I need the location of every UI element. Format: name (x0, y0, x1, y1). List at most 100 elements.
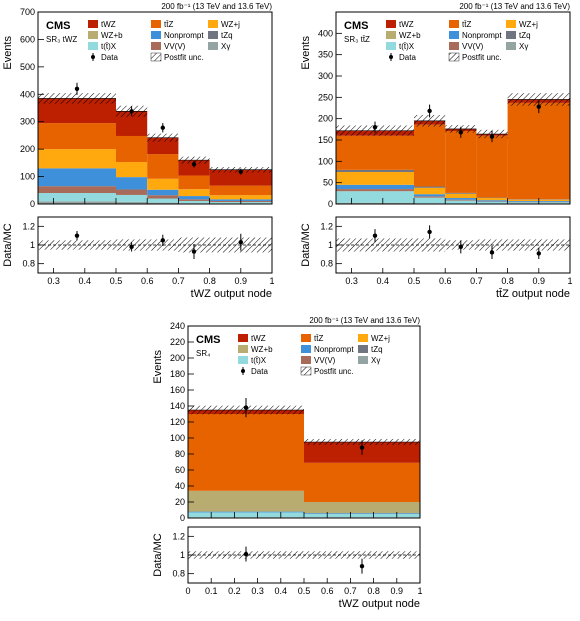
legend-label-6: t(t̄)X (399, 42, 415, 51)
legend-label-6: t(t̄)X (101, 42, 117, 51)
bar-tzq-bin1 (336, 169, 414, 172)
xtick-label-6: 0.9 (235, 276, 248, 286)
bar-ttx-bin3 (147, 198, 179, 203)
ytick-label-5: 250 (318, 92, 333, 102)
bar-ttx-bin2 (116, 194, 148, 202)
legend-label-2: WZ+j (519, 20, 538, 29)
bar-ttx-bin1 (38, 193, 116, 202)
ratio-unc-bin1 (38, 240, 116, 250)
legend-swatch-4 (301, 345, 311, 353)
legend-label-3: WZ+b (399, 31, 421, 40)
bar-ttz-bin3 (147, 154, 179, 179)
bar-ttx-bin2 (414, 197, 446, 204)
bar-twz-bin4 (178, 160, 210, 176)
xtick-label-7: 1 (567, 276, 572, 286)
xtick-label-4: 0.4 (275, 586, 288, 596)
legend-swatch-4 (449, 31, 459, 39)
data-point-1 (74, 86, 80, 92)
main-frame (37, 11, 273, 205)
xtick-label-4: 0.7 (172, 276, 185, 286)
bar-nonprompt-bin2 (414, 194, 446, 197)
legend-swatch-unc (300, 366, 312, 376)
bar-ttx-bin1 (336, 191, 414, 203)
legend-label-9: Data (399, 53, 416, 62)
ratio-point-3 (458, 244, 463, 250)
legend-swatch-8 (358, 356, 368, 364)
legend-label-4: Nonprompt (314, 345, 354, 354)
legend-label-5: tZq (519, 31, 531, 40)
legend-label-0: tWZ (101, 20, 116, 29)
ratio-ytick-label-1: 1 (180, 550, 185, 560)
y-axis-label: Events (152, 350, 164, 384)
ratio-point-2 (129, 244, 134, 250)
xtick-label-0: 0.3 (47, 276, 60, 286)
bar-nonprompt-bin3 (147, 189, 179, 196)
bar-vvv-bin1 (38, 186, 116, 194)
experiment-label: CMS (196, 334, 220, 346)
data-point-3 (160, 125, 165, 130)
bar-x-bin3 (147, 202, 179, 204)
data-point-2 (129, 109, 134, 114)
xtick-label-4: 0.7 (470, 276, 483, 286)
bar-nonprompt-bin1 (336, 184, 414, 190)
region-label: SR₃ tWZ (46, 35, 77, 44)
bar-ttx-bin4 (178, 200, 210, 204)
legend-label-10: Postfit unc. (314, 367, 354, 376)
legend-label-4: Nonprompt (164, 31, 204, 40)
ytick-label-2: 40 (175, 481, 185, 491)
legend-swatch-5 (208, 31, 218, 39)
ytick-label-12: 240 (170, 321, 185, 331)
legend-swatch-8 (208, 42, 218, 50)
ytick-label-5: 100 (170, 433, 185, 443)
legend-swatch-2 (506, 20, 516, 28)
lumi-label: 200 fb⁻¹ (13 TeV and 13.6 TeV) (459, 2, 570, 11)
ratio-ytick-label-1: 1 (30, 240, 35, 250)
experiment-label: CMS (344, 20, 368, 32)
bar-ttz-bin1 (188, 414, 304, 491)
data-point-1 (243, 405, 249, 410)
bar-nonprompt-bin3 (445, 198, 477, 200)
experiment-label: CMS (46, 20, 70, 32)
legend-swatch-1 (151, 20, 161, 28)
ytick-label-6: 300 (318, 71, 333, 81)
legend-label-5: tZq (221, 31, 233, 40)
legend-label-6: t(t̄)X (251, 356, 267, 365)
bar-wzj-bin3 (147, 178, 179, 190)
lumi-label: 200 fb⁻¹ (13 TeV and 13.6 TeV) (161, 2, 272, 11)
legend-label-7: VV(V) (164, 42, 186, 51)
x-axis-label: tt̄Z output node (496, 288, 570, 300)
ratio-point-2 (359, 564, 365, 569)
ytick-label-7: 700 (20, 7, 35, 17)
bar-nonprompt-bin1 (188, 511, 304, 513)
bar-ttz-bin1 (336, 135, 414, 170)
ratio-ytick-label-1: 1 (328, 240, 333, 250)
bar-wzj-bin1 (336, 172, 414, 185)
legend-label-2: WZ+j (221, 20, 240, 29)
ratio-ytick-label-2: 1.2 (22, 221, 35, 231)
legend-swatch-4 (151, 31, 161, 39)
ytick-label-0: 0 (180, 513, 185, 523)
legend-swatch-5 (358, 345, 368, 353)
ytick-label-10: 200 (170, 353, 185, 363)
bar-wzj-bin4 (476, 198, 508, 201)
chart-panel-3: 0 20 40 60 80 100 120 140 160 180 200 220 240 0 0.1 0.2… (152, 316, 423, 610)
legend-label-1: tt̄Z (314, 334, 323, 343)
data-point-1 (372, 125, 378, 130)
xtick-label-9: 0.9 (391, 586, 404, 596)
bar-wzb-bin2 (304, 502, 420, 514)
ratio-point-5 (536, 251, 541, 256)
xtick-label-3: 0.6 (439, 276, 452, 286)
legend-marker-data (389, 55, 393, 59)
xtick-label-10: 1 (417, 586, 422, 596)
data-point-5 (536, 104, 541, 109)
bar-wzj-bin5 (209, 195, 272, 200)
bar-wzj-bin1 (38, 149, 116, 169)
legend-swatch-7 (151, 42, 161, 50)
ytick-label-6: 600 (20, 34, 35, 44)
bar-ttz-bin5 (209, 185, 272, 196)
ratio-point-1 (243, 551, 249, 557)
bar-wzj-bin3 (445, 193, 477, 199)
ratio-ytick-label-2: 1.2 (320, 221, 333, 231)
bar-twz-bin5 (209, 169, 272, 186)
xtick-label-2: 0.2 (228, 586, 241, 596)
